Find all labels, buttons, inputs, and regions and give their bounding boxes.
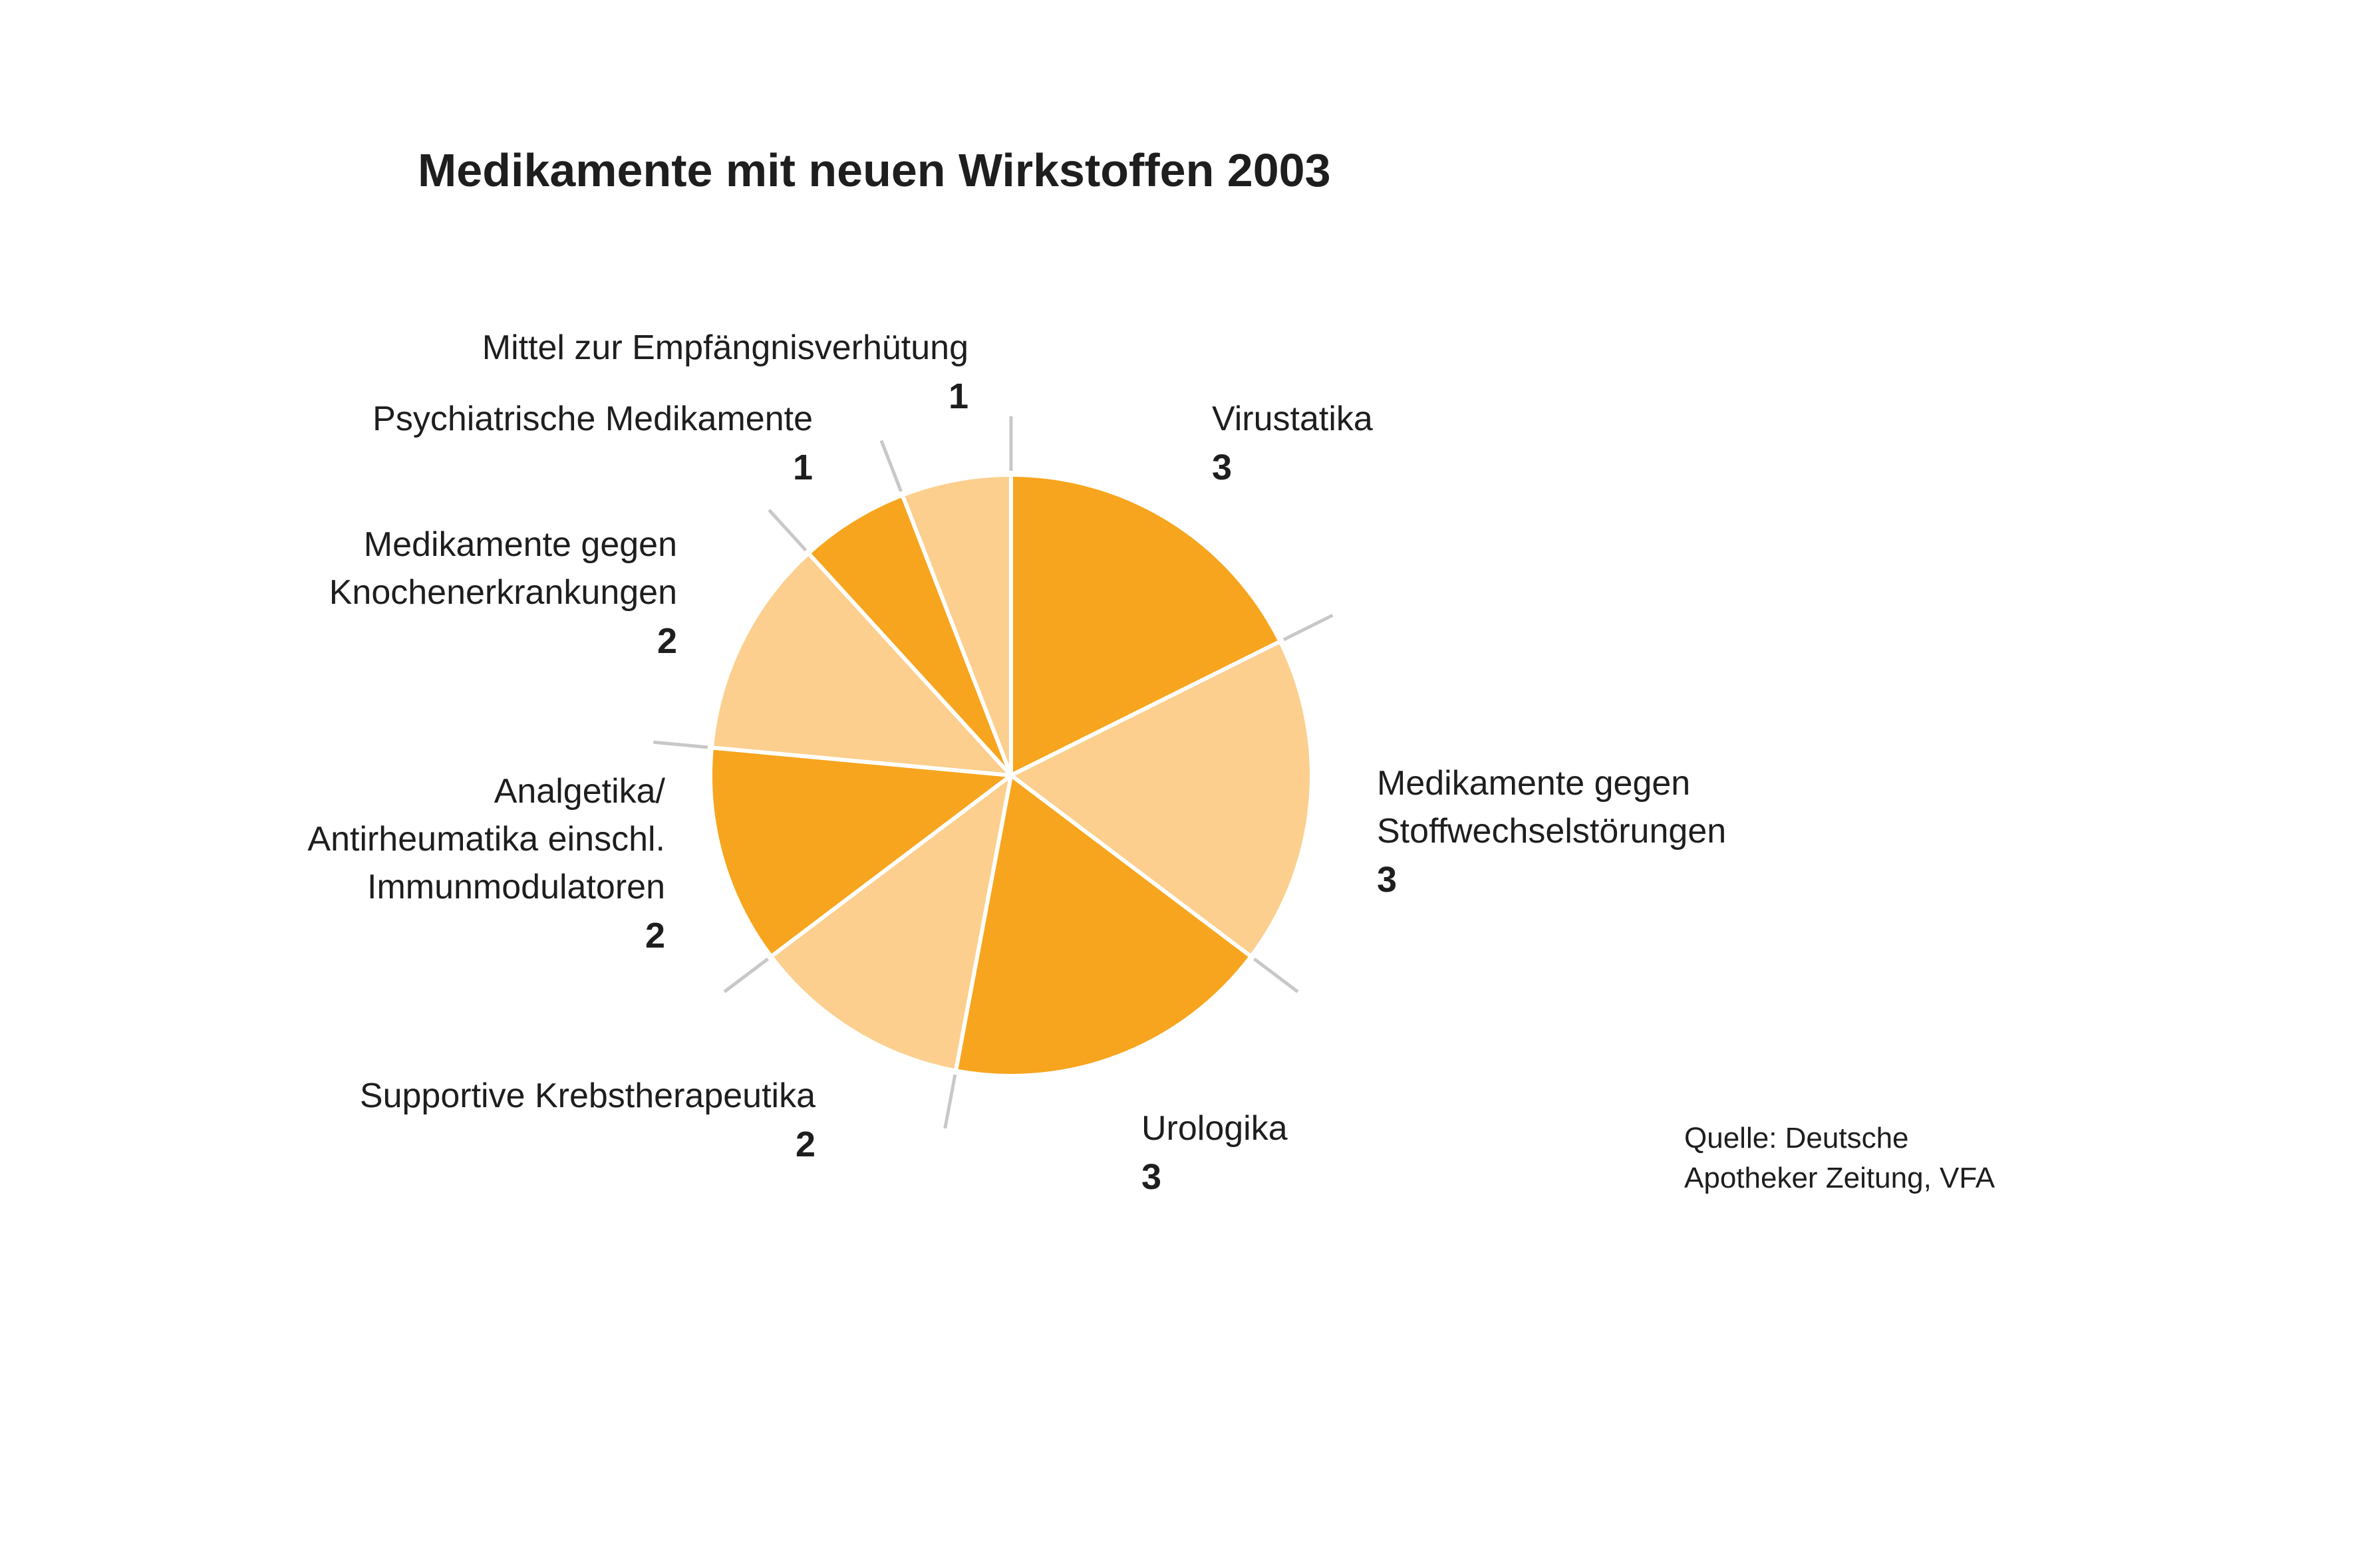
slice-label-line: Stoffwechselstörungen (1377, 812, 1726, 850)
slice-label-line: Medikamente gegen (364, 525, 677, 564)
leader-line-2 (1282, 614, 1334, 642)
chart-title: Medikamente mit neuen Wirkstoffen 2003 (418, 144, 1331, 196)
leader-line-3 (1252, 958, 1299, 993)
pie-slice-analgetika-antirheumatika-einschl-immunmodulatoren (708, 745, 1013, 959)
slice-label-line: Mittel zur Empfängnisverhütung (482, 328, 968, 367)
slice-label-line: Medikamente gegen (1377, 764, 1690, 803)
slice-label-psychiatrische-medikamente: Psychiatrische Medikamente (372, 400, 813, 438)
pie-slice-urologika (953, 773, 1253, 1078)
leader-lines (653, 416, 1334, 1129)
slice-label-line: Analgetika/ (494, 772, 666, 811)
slice-labels: Virustatika 3 Medikamente gegen Stoffwechse… (307, 328, 1726, 1197)
source-line-2: Apotheker Zeitung, VFA (1684, 1162, 1995, 1194)
pie-slice-psychiatrische-medikamente (806, 493, 1013, 777)
source-note: Quelle: Deutsche Apotheker Zeitung, VFA (1684, 1122, 1995, 1194)
slice-label-medikamente-gegen-knochenerkrankungen: Medikamente gegen Knochenerkrankungen (329, 525, 677, 612)
pie-slice-medikamente-gegen-knochenerkrankungen (709, 551, 1013, 777)
slice-label-supportive-krebstherapeutika: Supportive Krebstherapeutika (360, 1077, 815, 1115)
slice-value-medikamente-gegen-stoffwechselstoerungen: 3 (1377, 860, 1397, 900)
slice-value-psychiatrische-medikamente: 1 (793, 448, 813, 487)
slice-label-line: Supportive Krebstherapeutika (360, 1077, 815, 1115)
slice-label-urologika: Urologika (1141, 1109, 1288, 1148)
pie-slice-virustatika (1009, 473, 1282, 777)
pie-slices (708, 473, 1314, 1078)
slice-label-virustatika: Virustatika (1212, 400, 1373, 438)
slice-label-line: Psychiatrische Medikamente (372, 400, 813, 438)
pie-slice-mittel-zur-empfaengnisverhuetung (900, 473, 1013, 777)
slice-label-line: Knochenerkrankungen (329, 573, 677, 612)
slice-value-urologika: 3 (1141, 1157, 1161, 1197)
leader-line-4 (943, 1074, 957, 1129)
leader-line-8 (879, 440, 903, 492)
slice-label-line: Virustatika (1212, 400, 1373, 438)
slice-label-analgetika-antirheumatika-einschl-immunmodulatoren: Analgetika/Antirheumatika einschl. Immunm… (307, 772, 665, 906)
slice-value-analgetika-antirheumatika-einschl-immunmodulatoren: 2 (645, 916, 665, 956)
leader-line-5 (723, 958, 770, 993)
leader-line-7 (768, 509, 808, 552)
slice-value-supportive-krebstherapeutika: 2 (796, 1124, 815, 1164)
pie-slice-medikamente-gegen-stoffwechselstoerungen (1009, 639, 1314, 959)
pie-slice-supportive-krebstherapeutika (769, 773, 1013, 1073)
source-line-1: Quelle: Deutsche (1684, 1122, 1909, 1154)
slice-label-line: Urologika (1141, 1109, 1288, 1148)
slice-label-line: Immunmodulatoren (367, 868, 665, 906)
slice-label-medikamente-gegen-stoffwechselstoerungen: Medikamente gegen Stoffwechselstörungen (1377, 764, 1726, 850)
slice-label-line: Antirheumatika einschl. (307, 820, 665, 858)
slice-label-mittel-zur-empfaengnisverhuetung: Mittel zur Empfängnisverhütung (482, 328, 968, 367)
slice-value-mittel-zur-empfaengnisverhuetung: 1 (949, 376, 968, 416)
slice-value-virustatika: 3 (1212, 448, 1232, 487)
slice-value-medikamente-gegen-knochenerkrankungen: 2 (657, 621, 677, 661)
leader-line-6 (653, 740, 708, 749)
